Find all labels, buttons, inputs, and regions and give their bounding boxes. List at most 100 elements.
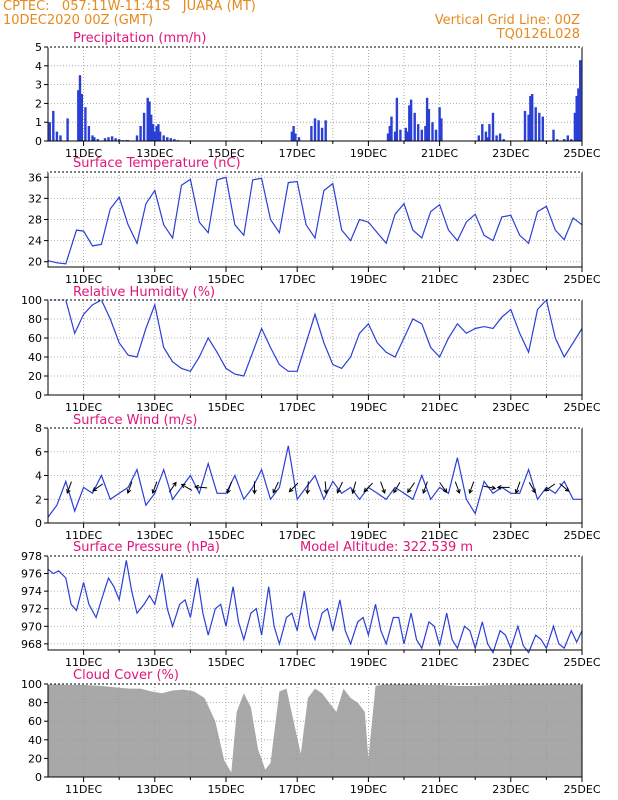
wind-arrow: [66, 481, 72, 494]
wind-arrow: [422, 481, 428, 494]
wind-arrow: [514, 481, 521, 494]
precipitation-bar: [538, 112, 541, 141]
precipitation-bar: [409, 99, 413, 141]
x-tick-label: 13DEC: [136, 783, 173, 796]
y-tick-label: 2: [35, 97, 42, 110]
wind-arrow: [151, 481, 158, 494]
precipitation-bar: [84, 107, 87, 141]
precipitation-bar: [573, 112, 577, 141]
panel-annotation: Model Altitude: 322.539 m: [300, 540, 473, 555]
x-tick-label: 11DEC: [65, 147, 102, 160]
precipitation-bar: [48, 122, 51, 141]
x-tick-label: 13DEC: [136, 147, 173, 160]
precipitation-bar: [393, 131, 397, 141]
y-tick-label: 28: [28, 214, 42, 227]
precipitation-bar: [427, 109, 431, 141]
precipitation-bar: [66, 118, 69, 141]
panel-title: Cloud Cover (%): [73, 668, 179, 683]
x-tick-label: 13DEC: [136, 656, 173, 669]
x-tick-label: 13DEC: [136, 529, 173, 542]
date-line: 10DEC2020 00Z (GMT): [3, 13, 154, 28]
y-tick-label: 6: [35, 446, 42, 459]
precipitation-bar: [142, 112, 146, 141]
panel-frame: [47, 171, 583, 268]
wind-arrow: [272, 481, 279, 494]
x-tick-label: 19DEC: [350, 147, 387, 160]
wind-arrow: [92, 483, 104, 492]
y-tick-label: 0: [35, 771, 42, 784]
x-tick-label: 15DEC: [207, 273, 244, 286]
x-tick-label: 23DEC: [492, 147, 529, 160]
y-tick-label: 32: [28, 192, 42, 205]
x-tick-label: 19DEC: [350, 529, 387, 542]
precipitation-bar: [107, 137, 110, 141]
precipitation-bar: [575, 95, 578, 141]
x-tick-label: 23DEC: [492, 273, 529, 286]
panel-title: Surface Wind (m/s): [73, 413, 197, 428]
y-tick-label: 4: [35, 60, 42, 73]
precipitation-bar: [324, 120, 327, 141]
precipitation-bar: [420, 129, 423, 141]
y-tick-label: 0: [35, 517, 42, 530]
wind-arrow: [126, 481, 133, 494]
wind-arrow: [393, 481, 401, 494]
wind-arrow: [351, 481, 357, 495]
y-tick-label: 0: [35, 135, 42, 148]
x-tick-label: 15DEC: [207, 783, 244, 796]
precipitation-bar: [153, 131, 156, 141]
x-tick-label: 21DEC: [421, 783, 458, 796]
x-tick-label: 21DEC: [421, 401, 458, 414]
panel-title: Surface Pressure (hPa): [73, 540, 220, 555]
x-tick-label: 11DEC: [65, 529, 102, 542]
y-tick-label: 968: [21, 638, 42, 651]
x-tick-label: 15DEC: [207, 147, 244, 160]
precipitation-bar: [148, 101, 151, 141]
x-tick-label: 25DEC: [563, 147, 600, 160]
precipitation-bar: [434, 129, 438, 141]
precipitation-bar: [395, 97, 399, 141]
y-tick-label: 60: [28, 332, 42, 345]
precipitation-bar: [527, 114, 530, 141]
wind-arrow: [439, 482, 448, 494]
precipitation-bar: [313, 118, 317, 141]
x-tick-label: 13DEC: [136, 273, 173, 286]
precipitation-bar: [290, 131, 294, 141]
y-tick-label: 978: [21, 550, 42, 563]
precipitation-bar: [297, 137, 301, 141]
x-tick-label: 25DEC: [563, 529, 600, 542]
wind-arrow: [559, 483, 570, 492]
x-tick-label: 23DEC: [492, 656, 529, 669]
wind-arrow: [226, 481, 233, 494]
x-tick-label: 17DEC: [279, 147, 316, 160]
precipitation-bar: [523, 110, 527, 141]
y-tick-label: 3: [35, 79, 42, 92]
precipitation-bar: [495, 135, 498, 141]
precipitation-bar: [579, 60, 582, 142]
wind-arrow: [194, 484, 208, 490]
wind-arrow: [468, 481, 475, 494]
x-tick-label: 15DEC: [207, 529, 244, 542]
panel-title: Surface Temperature (nC): [73, 156, 241, 171]
product-code: TQ0126L028: [496, 27, 580, 42]
y-tick-label: 40: [28, 351, 42, 364]
station-line: CPTEC: 057:11W-11:41S JUARA (MT): [3, 0, 256, 14]
x-tick-label: 21DEC: [421, 147, 458, 160]
precipitation-bar: [425, 97, 429, 141]
y-tick-label: 8: [35, 422, 42, 435]
y-tick-label: 36: [28, 171, 42, 184]
wind-arrow: [528, 481, 536, 494]
y-tick-label: 100: [21, 678, 42, 691]
x-tick-label: 17DEC: [279, 273, 316, 286]
x-tick-label: 19DEC: [350, 273, 387, 286]
precipitation-bar: [292, 126, 295, 141]
y-tick-label: 974: [21, 585, 42, 598]
precipitation-bar: [390, 116, 393, 141]
x-tick-label: 23DEC: [492, 783, 529, 796]
x-tick-label: 19DEC: [350, 783, 387, 796]
wind-arrow: [336, 481, 343, 494]
x-tick-label: 25DEC: [563, 401, 600, 414]
wind-arrow: [323, 481, 329, 495]
panel-title: Relative Humidity (%): [73, 285, 215, 300]
precipitation-bar: [563, 139, 566, 141]
